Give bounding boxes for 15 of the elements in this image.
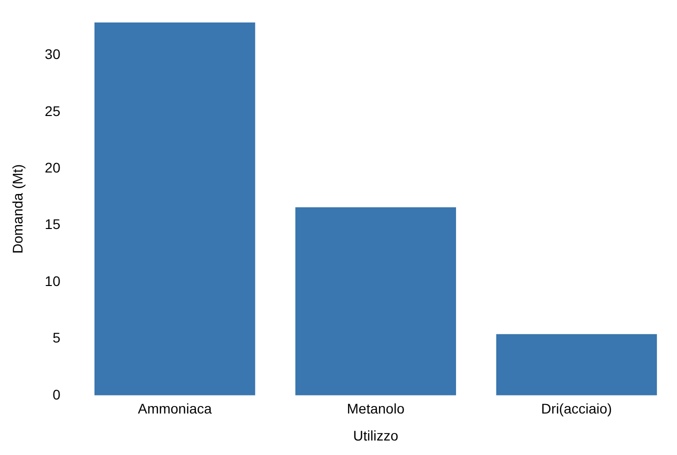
x-axis-title: Utilizzo <box>353 427 398 444</box>
y-tick-label: 30 <box>44 46 61 62</box>
x-tick-label: Dri(acciaio) <box>541 400 612 417</box>
y-tick-label: 10 <box>44 272 61 289</box>
y-tick-label: 5 <box>52 330 61 346</box>
bar <box>94 22 256 396</box>
x-tick-label: Ammoniaca <box>138 400 212 417</box>
y-tick-label: 20 <box>44 160 61 176</box>
x-tick-label: Metanolo <box>346 400 405 417</box>
y-tick-label: 15 <box>44 216 61 232</box>
bar <box>295 207 456 396</box>
y-tick-label: 0 <box>52 386 61 402</box>
bar <box>496 334 657 396</box>
y-axis-title: Domanda (Mt) <box>9 164 26 254</box>
y-tick-label: 25 <box>44 102 61 119</box>
